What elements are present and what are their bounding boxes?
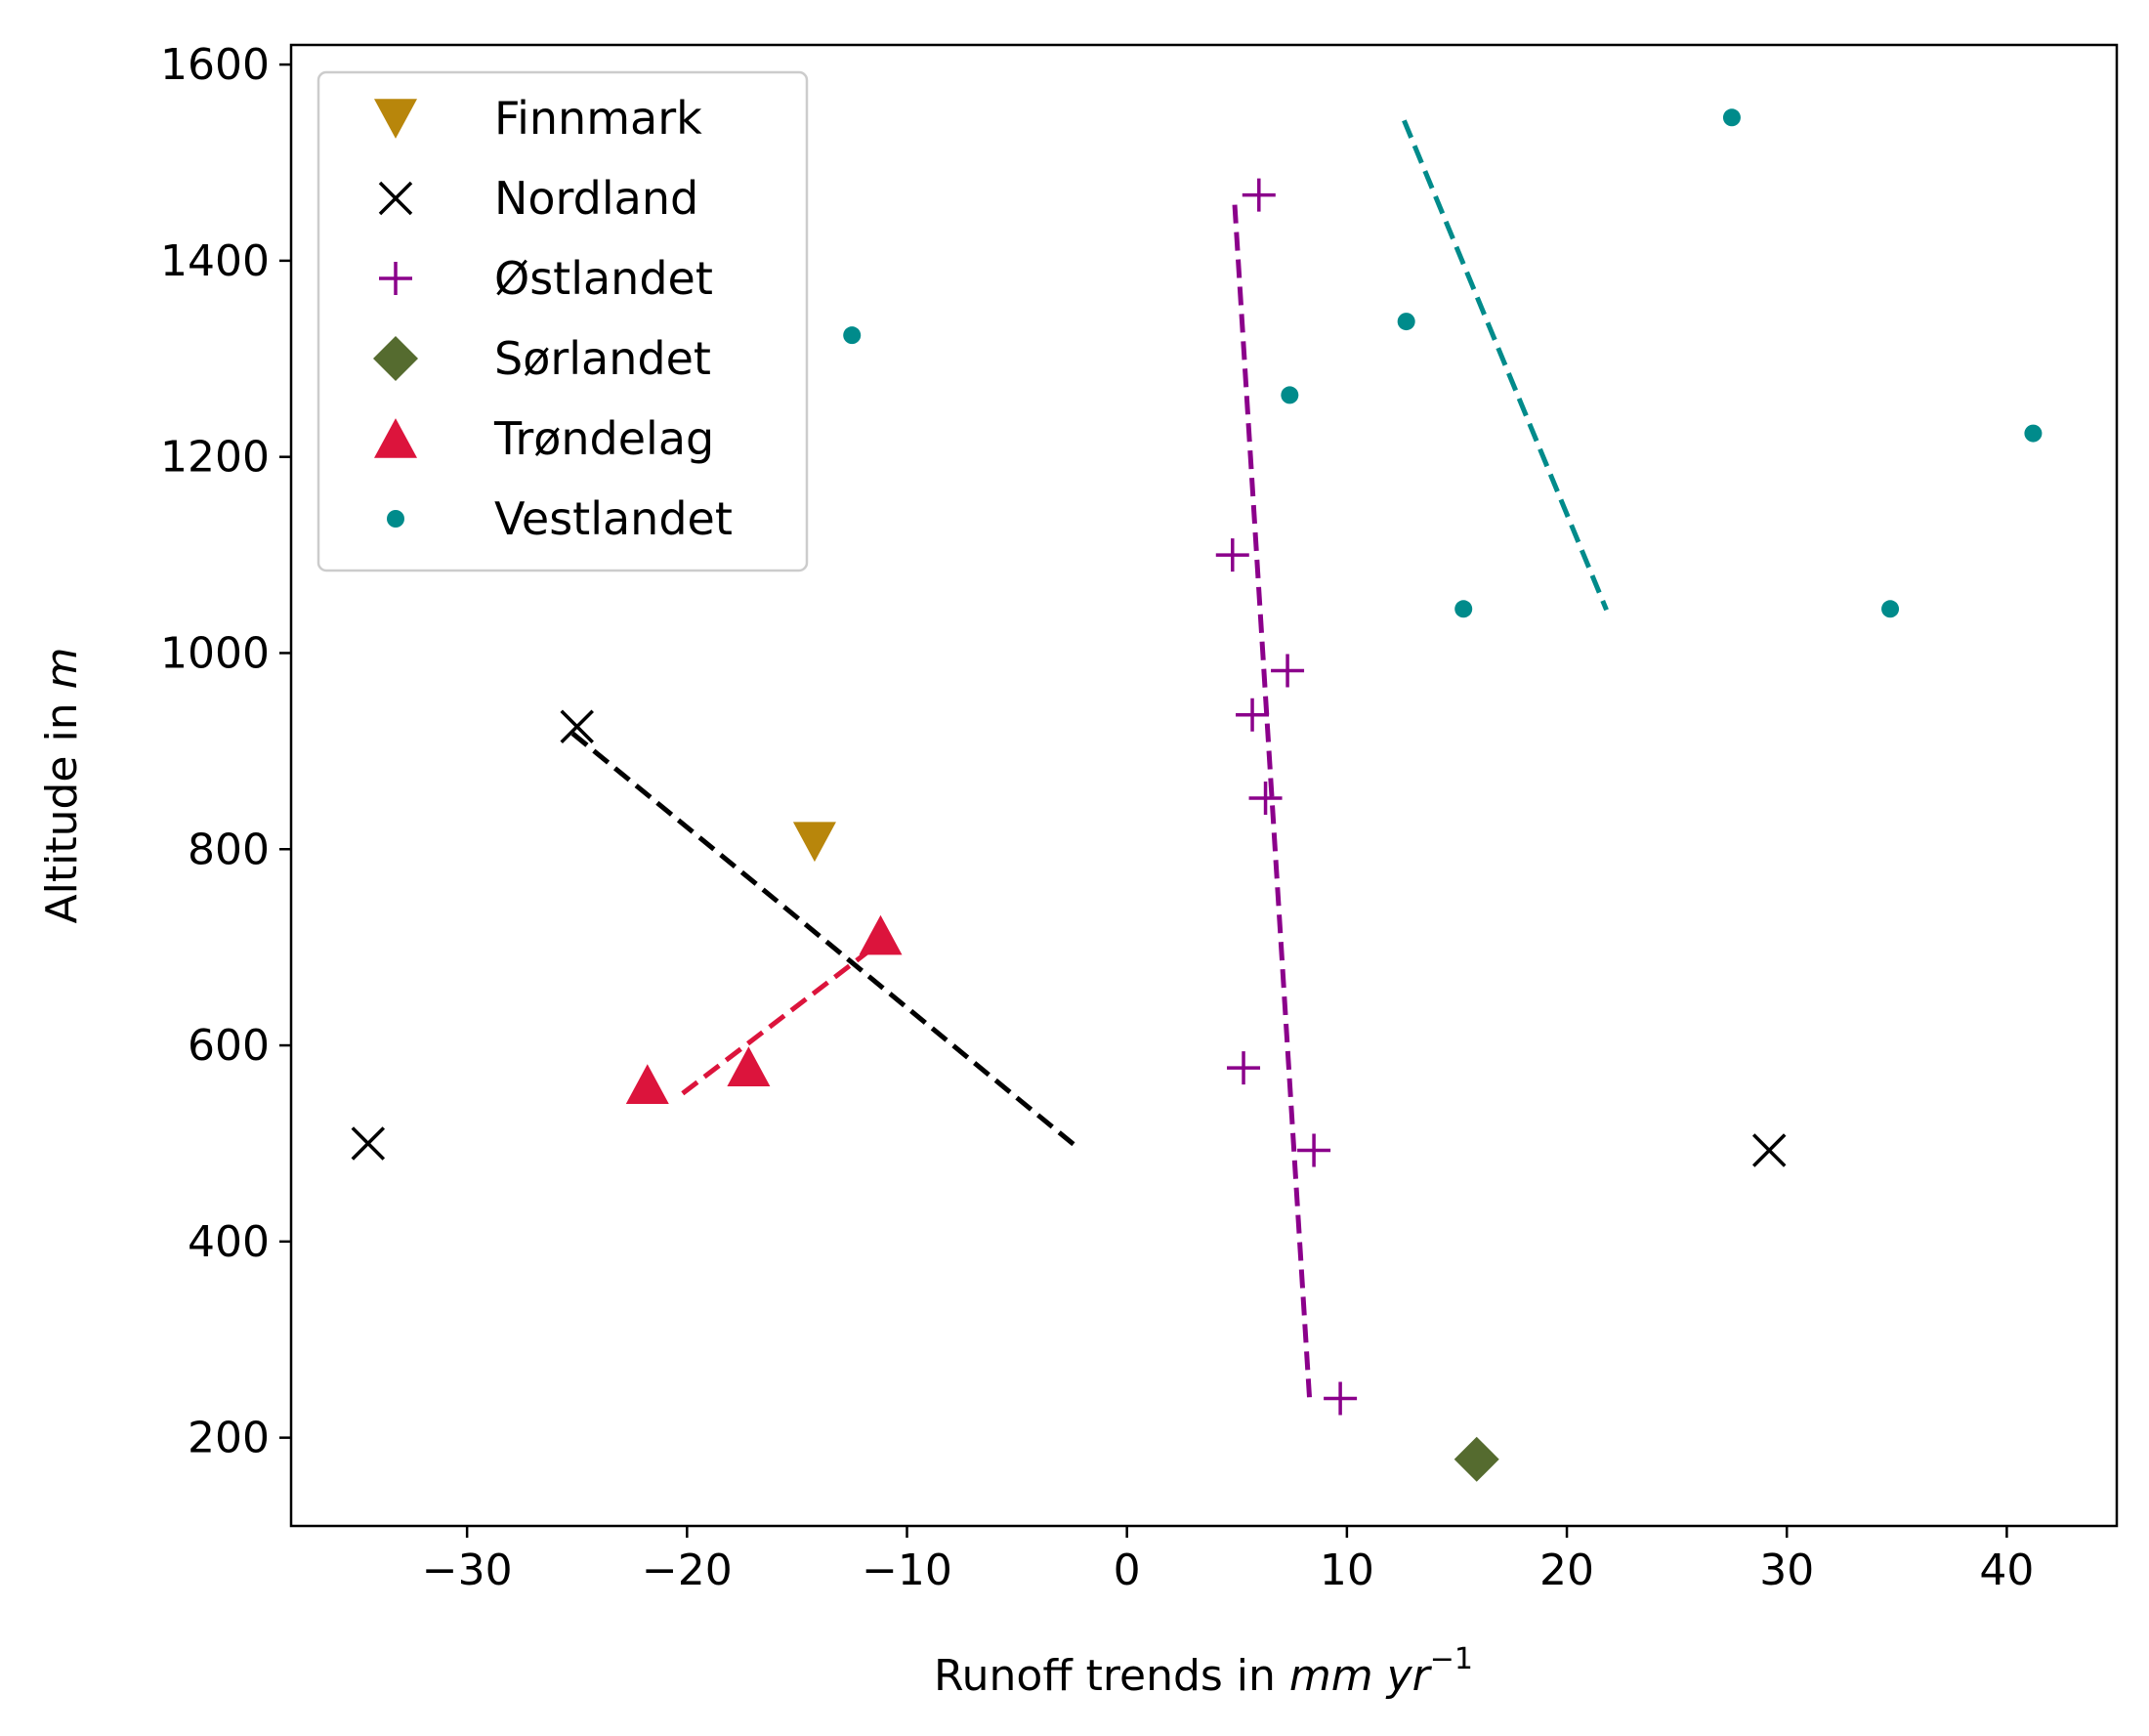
legend-label: Vestlandet <box>494 492 733 545</box>
x-tick-label: −20 <box>642 1545 733 1595</box>
data-point <box>1248 782 1283 816</box>
data-point <box>727 1046 771 1086</box>
legend-marker-plus-icon <box>379 262 412 295</box>
x-tick-label: 20 <box>1539 1545 1594 1595</box>
data-point <box>792 822 836 863</box>
y-tick-label: 1400 <box>160 236 270 286</box>
y-tick-label: 1000 <box>160 628 270 678</box>
data-point <box>1281 386 1299 404</box>
trend-line-østlandet <box>1232 204 1313 1399</box>
data-point <box>2024 424 2043 443</box>
y-tick-label: 1200 <box>160 433 270 483</box>
x-tick-label: 30 <box>1759 1545 1814 1595</box>
data-point <box>1397 313 1415 331</box>
data-points <box>351 108 2043 1482</box>
data-point <box>859 914 903 955</box>
data-point <box>351 1126 386 1161</box>
legend-marker-diamond-icon <box>373 336 418 381</box>
legend-marker-dot-icon <box>387 510 404 528</box>
data-point <box>1454 600 1473 618</box>
legend-marker-triangle-down-icon <box>374 99 417 139</box>
legend-label: Finnmark <box>494 92 702 145</box>
x-tick-label: 40 <box>1979 1545 2034 1595</box>
trend-lines <box>570 119 1609 1399</box>
legend-box <box>316 70 809 572</box>
y-tick-label: 1600 <box>160 40 270 90</box>
y-tick-label: 200 <box>188 1414 270 1463</box>
y-tick-label: 600 <box>188 1021 270 1071</box>
legend-marker-triangle-up-icon <box>374 418 417 458</box>
data-point <box>1215 538 1249 572</box>
data-point <box>1242 178 1276 212</box>
y-tick-label: 400 <box>188 1217 270 1267</box>
data-point <box>1324 1381 1358 1416</box>
data-point <box>1236 698 1270 732</box>
x-tick-label: 10 <box>1320 1545 1374 1595</box>
data-point <box>1297 1133 1331 1167</box>
x-axis-label: Runoff trends in mm yr−1 <box>934 1642 1473 1701</box>
y-tick-label: 800 <box>188 825 270 874</box>
x-tick-label: 0 <box>1114 1545 1141 1595</box>
x-tick-label: −30 <box>422 1545 513 1595</box>
data-point <box>625 1064 669 1105</box>
legend-marker-x-icon <box>378 181 413 216</box>
x-axis: −30 −20 −10 0 10 20 30 40 <box>422 1526 2034 1595</box>
legend-label: Nordland <box>494 172 698 225</box>
data-point <box>1454 1436 1499 1482</box>
legend: Finnmark Nordland Østlandet Sørlandet Trønde… <box>316 70 809 572</box>
trend-line-vestlandet <box>1402 119 1609 612</box>
legend-label: Trøndelag <box>493 412 714 465</box>
legend-label: Østlandet <box>494 252 713 305</box>
data-point <box>1271 654 1305 688</box>
data-point <box>1751 1133 1787 1167</box>
data-point <box>560 709 594 743</box>
y-axis: 200 400 600 800 1000 1200 1400 1600 <box>160 40 291 1463</box>
data-point <box>1227 1051 1261 1085</box>
data-point <box>843 326 862 345</box>
data-point <box>1722 108 1741 127</box>
legend-label: Sørlandet <box>494 332 711 385</box>
data-point <box>1881 600 1900 618</box>
x-tick-label: −10 <box>862 1545 952 1595</box>
y-axis-label: Altitude in m <box>37 648 87 924</box>
trend-line-trøndelag <box>681 950 869 1096</box>
plot-frame <box>289 43 2119 1528</box>
